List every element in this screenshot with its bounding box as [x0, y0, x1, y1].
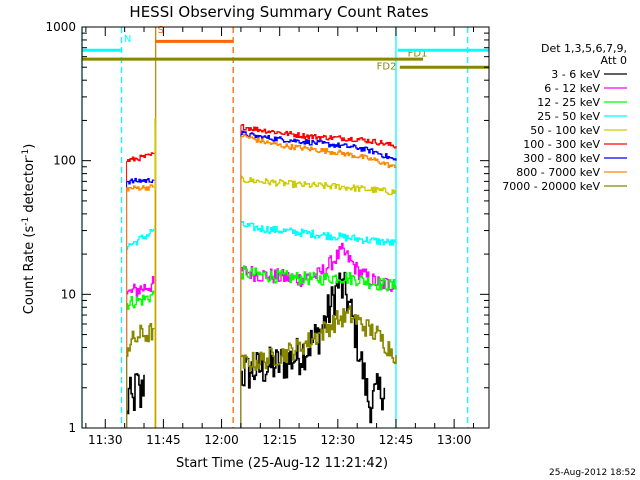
x-tick-label-0: 11:30 — [88, 433, 123, 447]
series-line-8-1 — [240, 305, 397, 372]
y-axis-label-end: ) — [22, 144, 37, 149]
series-line-5-0 — [126, 152, 155, 163]
y-tick-label-1: 10 — [61, 287, 76, 301]
x-tick-label-1: 11:45 — [146, 433, 181, 447]
y-axis-label: Count Rate (s-1 detector-1) — [21, 144, 37, 315]
legend-label-8: 7000 - 20000 keV — [502, 180, 600, 193]
x-tick-label-4: 12:30 — [321, 433, 356, 447]
x-tick-label-5: 12:45 — [379, 433, 414, 447]
x-tick-label-2: 12:00 — [204, 433, 239, 447]
series-line-8-0 — [126, 323, 155, 357]
series-line-2-0 — [126, 290, 155, 310]
legend-label-1: 6 - 12 keV — [544, 82, 600, 95]
legend-label-2: 12 - 25 keV — [537, 96, 600, 109]
legend-label-5: 100 - 300 keV — [523, 138, 600, 151]
series-line-3-0 — [126, 228, 155, 250]
series-line-6-1 — [240, 130, 397, 161]
y-tick-label-2: 100 — [53, 154, 76, 168]
x-tick-label-3: 12:15 — [262, 433, 297, 447]
legend-label-4: 50 - 100 keV — [530, 124, 600, 137]
legend-header-2: Att 0 — [601, 54, 627, 67]
plot-frame — [81, 26, 490, 429]
x-axis-label: Start Time (25-Aug-12 11:21:42) — [176, 456, 388, 471]
series-line-4-1 — [240, 175, 397, 196]
legend-label-0: 3 - 6 keV — [551, 68, 600, 81]
axes: 1 10 100 1000 11:30 11:45 12:00 12:15 12:30 12:45… — [45, 20, 490, 447]
legend-label-7: 800 - 7000 keV — [516, 166, 600, 179]
generation-timestamp: 25-Aug-2012 18:52 — [549, 468, 636, 478]
flag-label-3: FD2 — [377, 62, 397, 73]
series-line-7-0 — [126, 184, 155, 192]
series-line-5-1 — [240, 124, 397, 149]
y-axis-label-sup2: -1 — [21, 149, 31, 158]
y-axis-label-main: Count Rate (s — [22, 226, 37, 315]
legend-label-6: 300 - 800 keV — [523, 152, 600, 165]
legend-header-1: Det 1,3,5,6,7,9, — [541, 42, 627, 55]
series-line-0-1 — [240, 271, 386, 424]
y-tick-label-0: 1 — [68, 421, 76, 435]
y-tick-label-3: 1000 — [45, 20, 76, 34]
series-line-1-1 — [240, 242, 396, 292]
y-axis-label-mid: detector — [22, 157, 37, 217]
flag-label-2: FD1 — [408, 49, 428, 60]
series-line-6-0 — [126, 177, 155, 185]
series-line-0-0 — [126, 373, 145, 415]
plot-area: N S FD1 FD2 — [81, 25, 489, 428]
legend-label-3: 25 - 50 keV — [537, 110, 600, 123]
y-axis-label-sup1: -1 — [21, 217, 31, 226]
series-line-3-1 — [240, 220, 397, 246]
series-line-2-1 — [240, 265, 397, 292]
x-tick-label-6: 13:00 — [437, 433, 472, 447]
flag-label-0: N — [124, 34, 131, 45]
chart-title: HESSI Observing Summary Count Rates — [129, 3, 428, 21]
series-line-1-0 — [126, 276, 155, 297]
flag-label-1: S — [158, 25, 164, 36]
svg-text:Count Rate (s-1 detector-1): Count Rate (s-1 detector-1) — [21, 144, 37, 315]
series-line-7-1 — [240, 133, 397, 169]
